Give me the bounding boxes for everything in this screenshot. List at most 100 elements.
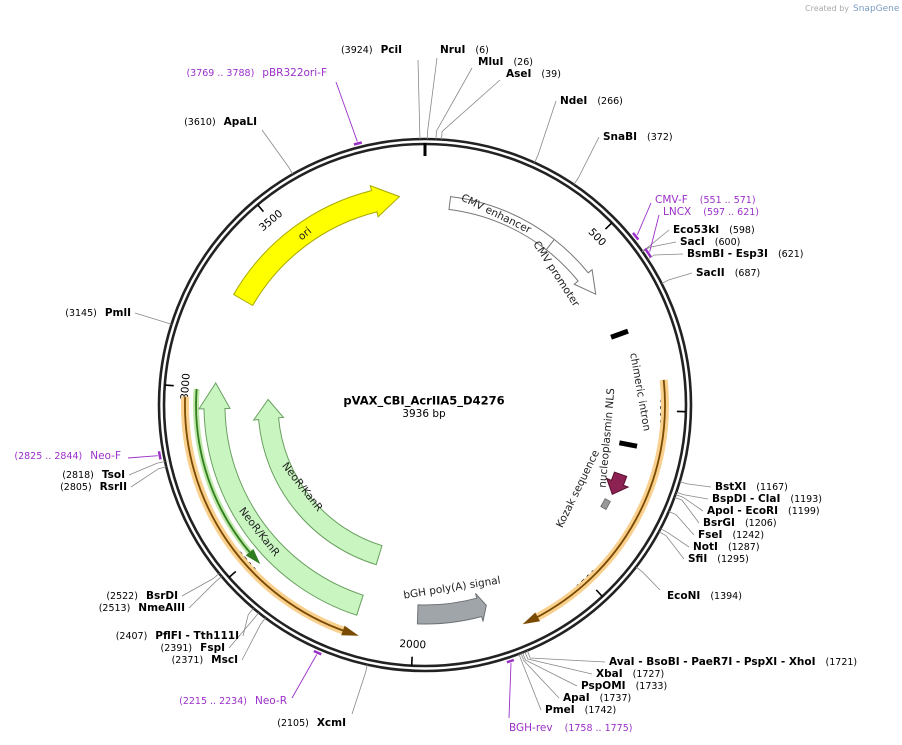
enzyme-name: BspDI - ClaI — [712, 493, 780, 505]
enzyme-name: PciI — [381, 44, 402, 56]
enzyme-site: SacII (687) — [696, 267, 760, 279]
site-position: (2818) — [62, 470, 94, 481]
primer-leader — [649, 214, 660, 252]
site-leader — [679, 481, 712, 488]
primer-leader — [291, 654, 318, 699]
enzyme-name: PmlI — [105, 307, 131, 319]
enzyme-site: EcoNI (1394) — [667, 590, 742, 602]
enzyme-site: (2805) RsrII — [60, 481, 127, 493]
site-position: (1394) — [710, 591, 742, 602]
site-leader — [241, 617, 266, 661]
enzyme-name: AvaI - BsoBI - PaeR7I - PspXI - XhoI — [609, 656, 816, 668]
site-position: (1199) — [788, 506, 820, 517]
site-leader — [435, 67, 473, 140]
site-position: (600) — [715, 237, 741, 248]
enzyme-site: ApoI - EcoRI (1199) — [707, 505, 820, 517]
enzyme-site: FseI (1242) — [698, 529, 764, 541]
primer-site — [506, 658, 515, 664]
enzyme-site: NdeI (266) — [560, 95, 623, 107]
enzyme-site: AseI (39) — [506, 68, 561, 80]
enzyme-name: PmeI — [545, 704, 575, 716]
primer-name: Neo-R — [255, 695, 287, 707]
enzyme-site: SfiI (1295) — [688, 553, 749, 565]
site-position: (621) — [778, 249, 804, 260]
enzyme-name: PflFI - Tth111I — [155, 630, 239, 642]
site-leader — [520, 652, 560, 699]
site-position: (6) — [475, 45, 488, 56]
cmv-promoter — [545, 238, 597, 296]
tick-label: 500 — [586, 226, 609, 249]
primer-site — [632, 232, 640, 241]
site-leader — [128, 461, 166, 476]
enzyme-name: Eco53kI — [673, 224, 719, 236]
site-position: (1742) — [585, 705, 617, 716]
enzyme-site: SacI (600) — [680, 236, 740, 248]
site-position: (2391) — [161, 643, 193, 654]
tick-label: 3000 — [179, 373, 193, 401]
site-leader — [417, 59, 421, 140]
site-leader — [181, 573, 220, 597]
enzyme-site: (2407) PflFI - Tth111I — [116, 630, 239, 642]
site-leader — [642, 241, 677, 253]
site-position: (1727) — [633, 669, 665, 680]
primer: LNCX (597 .. 621) — [663, 206, 759, 218]
primer-range: (3769 .. 3788) — [186, 68, 254, 79]
intron-mark — [618, 440, 638, 449]
site-leader — [661, 272, 693, 284]
enzyme-site: NruI (6) — [440, 44, 489, 56]
primer-leader — [335, 81, 358, 142]
site-position: (1721) — [826, 657, 858, 668]
primer-site — [157, 451, 162, 460]
site-leader — [660, 528, 690, 548]
primer-name: BGH-rev — [509, 722, 553, 734]
enzyme-name: FseI — [698, 529, 722, 541]
site-position: (2513) — [99, 603, 131, 614]
enzyme-name: XcmI — [317, 717, 346, 729]
site-leader — [351, 664, 368, 715]
watermark: Created by SnapGene — [805, 4, 900, 14]
feature-label: CMV enhancer — [459, 192, 533, 237]
enzyme-name: EcoNI — [667, 590, 700, 602]
site-position: (2105) — [277, 718, 309, 729]
site-position: (1733) — [636, 681, 668, 692]
tick-mark — [604, 222, 613, 230]
primer-leader — [508, 663, 512, 719]
site-position: (1206) — [745, 518, 777, 529]
primer: BGH-rev (1758 .. 1775) — [509, 722, 632, 734]
enzyme-site: XbaI (1727) — [596, 668, 664, 680]
site-position: (266) — [597, 96, 623, 107]
map-length: 3936 bp — [402, 408, 446, 420]
enzyme-name: NruI — [440, 44, 465, 56]
site-position: (3610) — [184, 117, 216, 128]
site-leader — [228, 612, 260, 649]
tick-mark — [595, 589, 603, 598]
enzyme-site: (2513) NmeAIII — [99, 602, 185, 614]
tick-mark — [257, 204, 265, 213]
primer-range: (2825 .. 2844) — [14, 451, 82, 462]
primer-range: (2215 .. 2234) — [179, 696, 247, 707]
enzyme-site: (3924) PciI — [341, 44, 402, 56]
primer-name: CMV-F — [655, 194, 688, 206]
backbone-outer — [157, 137, 693, 673]
bgh-arrow — [416, 593, 487, 625]
primer: (2215 .. 2234) Neo-R — [179, 695, 287, 707]
primer-site — [644, 247, 652, 258]
enzyme-name: SacII — [696, 267, 725, 279]
enzyme-site: BspDI - ClaI (1193) — [712, 493, 822, 505]
enzyme-site: (3145) PmlI — [65, 307, 131, 319]
tick-mark — [228, 570, 237, 579]
enzyme-name: NmeAIII — [138, 602, 185, 614]
site-position: (1242) — [732, 530, 764, 541]
site-leader — [427, 57, 438, 140]
enzyme-site: (2105) XcmI — [277, 717, 346, 729]
enzyme-name: SfiI — [688, 553, 707, 565]
enzyme-site: (2371) MscI — [172, 654, 238, 666]
tick-label: 3500 — [257, 208, 285, 234]
intron-mark — [610, 328, 629, 340]
feature-label: Kozak sequence — [554, 448, 602, 529]
site-position: (598) — [729, 225, 755, 236]
site-leader — [261, 129, 294, 175]
enzyme-name: FspI — [200, 642, 225, 654]
site-position: (2371) — [172, 655, 204, 666]
